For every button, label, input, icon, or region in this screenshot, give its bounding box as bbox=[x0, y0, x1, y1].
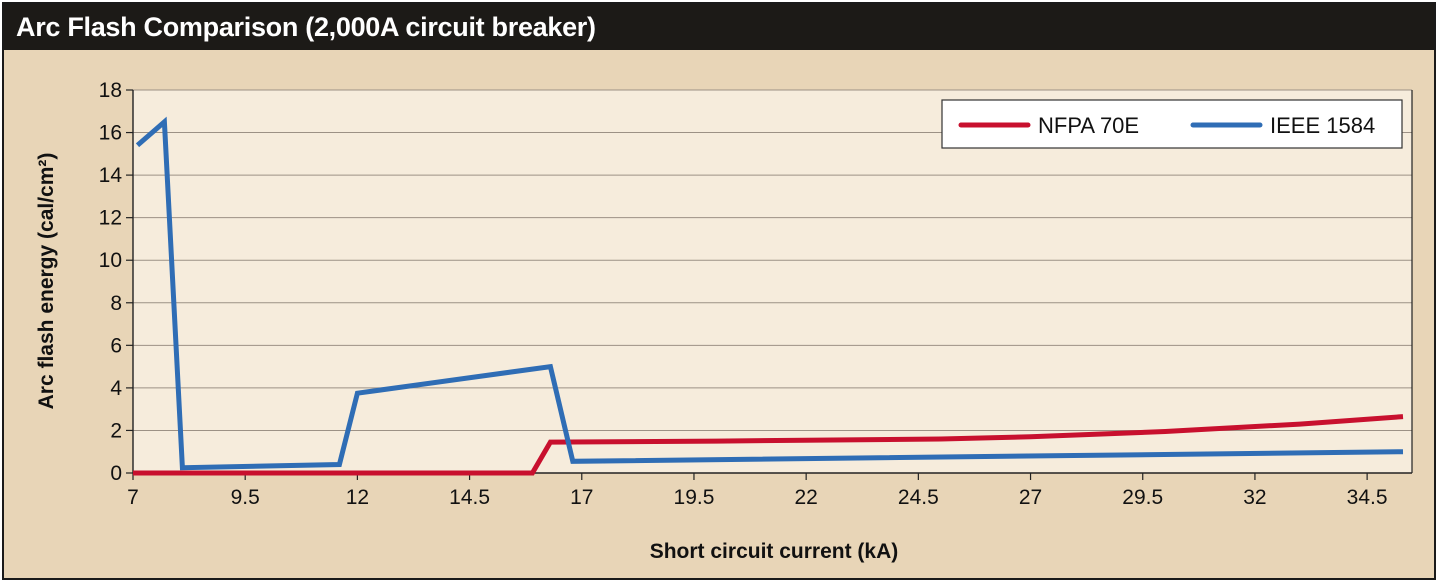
plot-area bbox=[133, 90, 1412, 473]
x-tick-label: 32 bbox=[1243, 486, 1266, 509]
x-tick-label: 19.5 bbox=[674, 486, 715, 509]
y-tick-label: 8 bbox=[110, 292, 122, 315]
y-tick-label: 10 bbox=[99, 249, 122, 272]
line-chart: 0 2 4 6 8 10 12 14 16 18 7 9.5 12 14.5 17 19.5 22 24.5 27… bbox=[35, 79, 1413, 563]
legend: NFPA 70E IEEE 1584 bbox=[941, 99, 1403, 149]
x-tick-label: 14.5 bbox=[449, 486, 490, 509]
x-axis-label: Short circuit current (kA) bbox=[650, 540, 899, 563]
y-tick-label: 16 bbox=[99, 122, 122, 145]
legend-label-nfpa: NFPA 70E bbox=[1038, 113, 1139, 138]
y-tick-label: 18 bbox=[99, 79, 122, 102]
x-tick-label: 17 bbox=[570, 486, 593, 509]
series-line-nfpa-70e bbox=[133, 414, 1404, 476]
x-tick-label: 9.5 bbox=[231, 486, 260, 509]
legend-label-ieee: IEEE 1584 bbox=[1270, 113, 1375, 138]
y-axis-ticks: 0 2 4 6 8 10 12 14 16 18 bbox=[99, 79, 133, 485]
x-tick-label: 34.5 bbox=[1347, 486, 1388, 509]
y-tick-label: 0 bbox=[110, 462, 122, 485]
x-axis-ticks: 7 9.5 12 14.5 17 19.5 22 24.5 27 29.5 32 34.5 bbox=[127, 473, 1388, 509]
y-tick-label: 2 bbox=[110, 419, 122, 442]
series-lines bbox=[133, 116, 1404, 476]
y-tick-label: 6 bbox=[110, 334, 122, 357]
x-tick-label: 29.5 bbox=[1122, 486, 1163, 509]
y-axis-label: Arc flash energy (cal/cm²) bbox=[35, 153, 58, 410]
y-tick-label: 12 bbox=[99, 207, 122, 230]
x-tick-label: 7 bbox=[127, 486, 139, 509]
series-line-ieee-1584 bbox=[135, 116, 1404, 471]
chart-title: Arc Flash Comparison (2,000A circuit bre… bbox=[4, 4, 1434, 50]
x-tick-label: 12 bbox=[346, 486, 369, 509]
x-tick-label: 27 bbox=[1019, 486, 1042, 509]
x-tick-label: 22 bbox=[794, 486, 817, 509]
y-tick-label: 4 bbox=[110, 377, 122, 400]
y-tick-label: 14 bbox=[99, 164, 123, 187]
x-tick-label: 24.5 bbox=[898, 486, 939, 509]
